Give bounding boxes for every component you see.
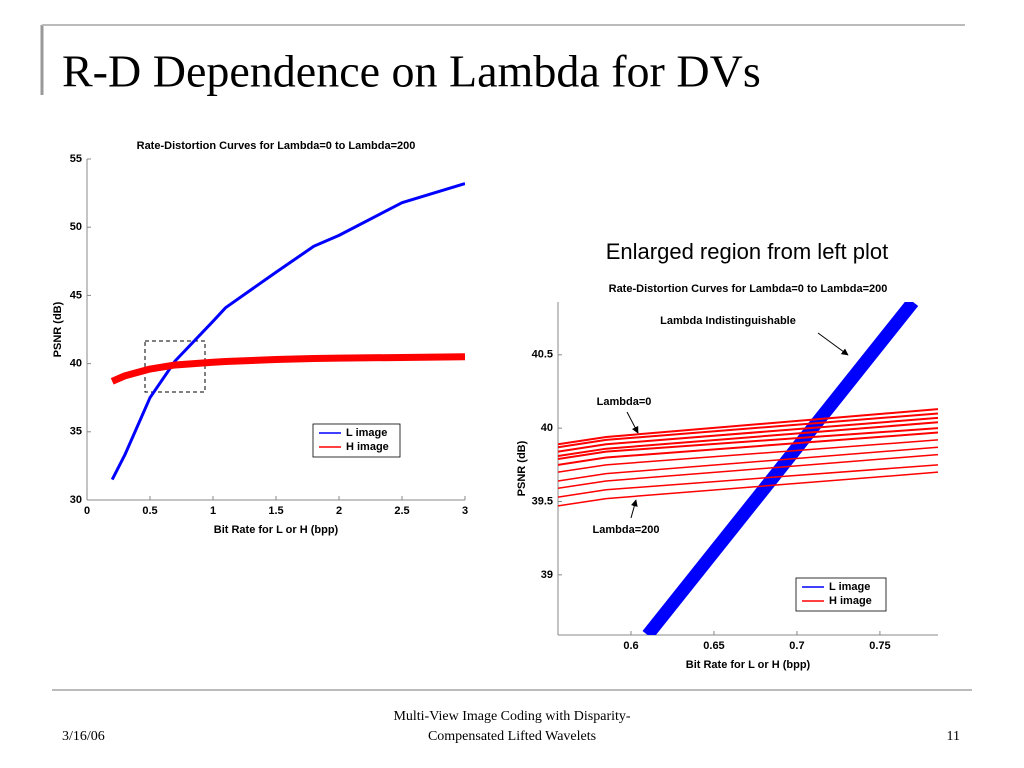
- data-line: [558, 453, 938, 490]
- data-line: [110, 353, 465, 385]
- y-axis-label: PSNR (dB): [52, 301, 64, 357]
- x-tick-label: 1.5: [268, 505, 283, 517]
- x-tick-label: 0: [84, 505, 90, 517]
- x-tick-label: 3: [462, 505, 468, 517]
- footer-text: Compensated Lifted Wavelets: [428, 729, 596, 744]
- slide-title: R-D Dependence on Lambda for DVs: [62, 46, 761, 97]
- data-line: [558, 446, 938, 482]
- y-tick-label: 40: [70, 358, 82, 370]
- chart-title: Rate-Distortion Curves for Lambda=0 to L…: [609, 283, 888, 295]
- annotation-arrow: [630, 499, 638, 519]
- x-tick-label: 1: [210, 505, 216, 517]
- annotation: Lambda=200: [593, 524, 660, 536]
- legend-label: H image: [829, 595, 872, 607]
- data-line: [558, 416, 938, 453]
- data-line: [558, 439, 938, 473]
- data-line: [558, 412, 938, 449]
- data-line: [642, 302, 919, 635]
- data-line: [558, 408, 938, 446]
- y-tick-label: 40: [541, 422, 553, 434]
- data-line: [558, 464, 938, 498]
- annotation: Lambda=0: [597, 396, 652, 408]
- x-axis-label: Bit Rate for L or H (bpp): [214, 524, 339, 536]
- legend-label: H image: [346, 441, 389, 453]
- data-line: [558, 421, 938, 458]
- plot-area: [558, 302, 938, 635]
- x-tick-label: 2: [336, 505, 342, 517]
- zoom-box: [144, 340, 206, 393]
- y-tick-label: 50: [70, 221, 82, 233]
- x-tick-label: 0.5: [142, 505, 157, 517]
- y-tick-label: 35: [70, 426, 82, 438]
- data-line: [558, 427, 938, 460]
- caption: Enlarged region from left plot: [606, 239, 889, 264]
- legend-box: [312, 423, 401, 458]
- legend-label: L image: [346, 427, 387, 439]
- footer-date: 3/16/06: [62, 729, 105, 744]
- x-tick-label: 2.5: [394, 505, 409, 517]
- legend-box: [795, 577, 887, 612]
- x-tick-label: 0.7: [789, 640, 804, 652]
- x-tick-label: 0.65: [703, 640, 724, 652]
- y-tick-label: 55: [70, 153, 82, 165]
- page-number: 11: [947, 729, 960, 744]
- y-tick-label: 30: [70, 494, 82, 506]
- annotation-arrow: [817, 332, 849, 356]
- x-tick-label: 0.75: [869, 640, 890, 652]
- x-axis-label: Bit Rate for L or H (bpp): [686, 659, 811, 671]
- y-tick-label: 45: [70, 289, 82, 301]
- y-tick-label: 39.5: [532, 495, 553, 507]
- y-tick-label: 39: [541, 569, 553, 581]
- y-tick-label: 40.5: [532, 349, 553, 361]
- legend-label: L image: [829, 581, 870, 593]
- chart-title: Rate-Distortion Curves for Lambda=0 to L…: [137, 140, 416, 152]
- data-line: [558, 431, 938, 466]
- x-tick-label: 0.6: [623, 640, 638, 652]
- footer-text: Multi-View Image Coding with Disparity-: [393, 709, 630, 724]
- annotation: Lambda Indistinguishable: [660, 315, 796, 327]
- data-line: [110, 182, 465, 481]
- annotation-arrow: [626, 411, 639, 434]
- data-line: [558, 471, 938, 507]
- y-axis-label: PSNR (dB): [516, 440, 528, 496]
- plot-area: [110, 182, 465, 481]
